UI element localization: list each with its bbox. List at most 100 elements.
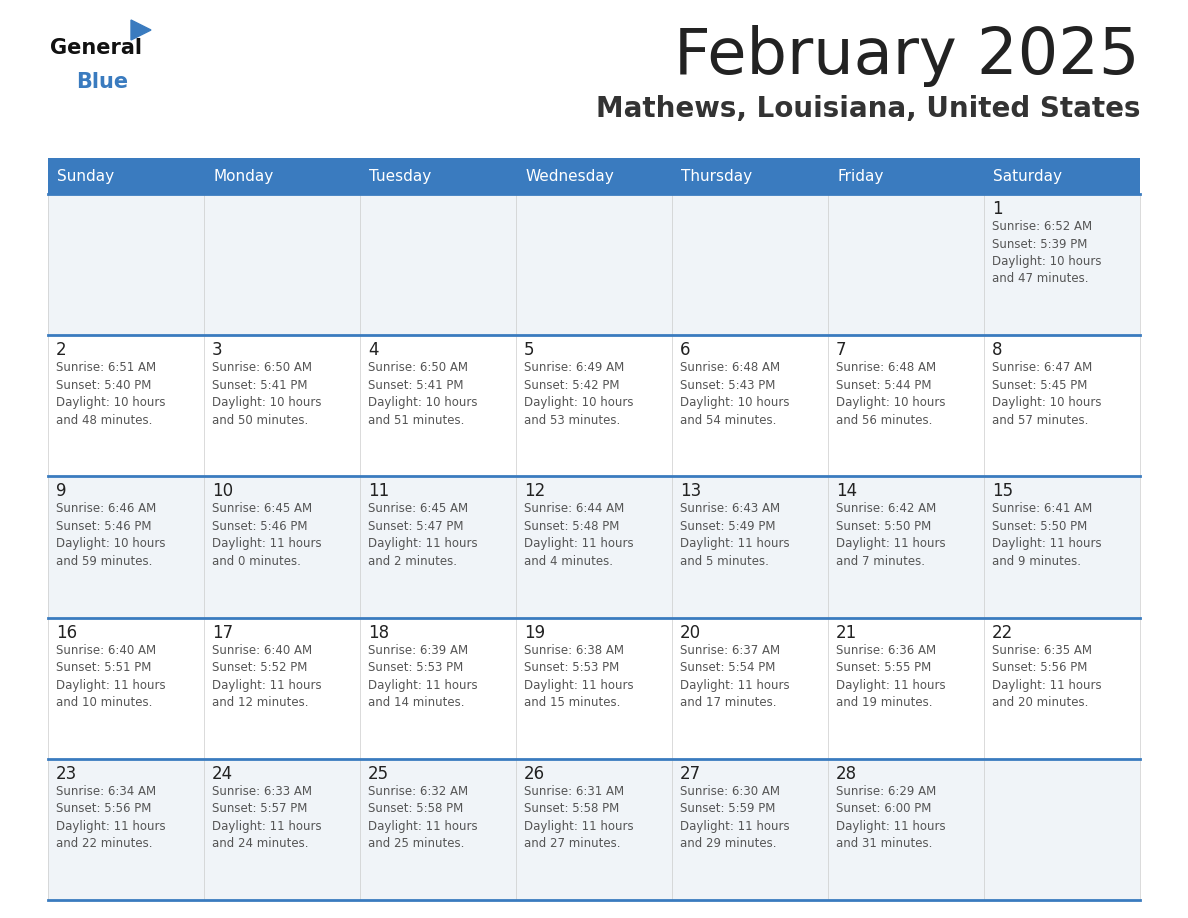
Text: 10: 10 [211, 482, 233, 500]
Text: 14: 14 [836, 482, 857, 500]
Bar [48, 618, 204, 759]
Text: 5: 5 [524, 341, 535, 359]
Bar [828, 158, 984, 194]
Text: 21: 21 [836, 623, 857, 642]
Text: Sunrise: 6:34 AM
Sunset: 5:56 PM
Daylight: 11 hours
and 22 minutes.: Sunrise: 6:34 AM Sunset: 5:56 PM Dayligh… [56, 785, 165, 850]
Text: 2: 2 [56, 341, 67, 359]
Text: 23: 23 [56, 765, 77, 783]
Bar [516, 759, 672, 900]
Bar [984, 335, 1140, 476]
Text: 6: 6 [680, 341, 690, 359]
Text: Sunrise: 6:29 AM
Sunset: 6:00 PM
Daylight: 11 hours
and 31 minutes.: Sunrise: 6:29 AM Sunset: 6:00 PM Dayligh… [836, 785, 946, 850]
Polygon shape [131, 20, 151, 40]
Text: Sunrise: 6:40 AM
Sunset: 5:52 PM
Daylight: 11 hours
and 12 minutes.: Sunrise: 6:40 AM Sunset: 5:52 PM Dayligh… [211, 644, 322, 709]
Text: 1: 1 [992, 200, 1003, 218]
Text: Sunrise: 6:40 AM
Sunset: 5:51 PM
Daylight: 11 hours
and 10 minutes.: Sunrise: 6:40 AM Sunset: 5:51 PM Dayligh… [56, 644, 165, 709]
Bar [48, 158, 204, 194]
Bar [672, 476, 828, 618]
Text: 19: 19 [524, 623, 545, 642]
Text: Sunrise: 6:41 AM
Sunset: 5:50 PM
Daylight: 11 hours
and 9 minutes.: Sunrise: 6:41 AM Sunset: 5:50 PM Dayligh… [992, 502, 1101, 568]
Text: Sunday: Sunday [57, 169, 114, 184]
Text: 8: 8 [992, 341, 1003, 359]
Text: Sunrise: 6:43 AM
Sunset: 5:49 PM
Daylight: 11 hours
and 5 minutes.: Sunrise: 6:43 AM Sunset: 5:49 PM Dayligh… [680, 502, 789, 568]
Text: 28: 28 [836, 765, 857, 783]
Text: Thursday: Thursday [682, 169, 752, 184]
Bar [360, 194, 516, 335]
Text: 17: 17 [211, 623, 233, 642]
Text: 11: 11 [368, 482, 388, 500]
Bar [516, 618, 672, 759]
Bar [516, 158, 672, 194]
Bar [828, 759, 984, 900]
Text: 7: 7 [836, 341, 846, 359]
Bar [672, 618, 828, 759]
Bar [984, 158, 1140, 194]
Bar [984, 618, 1140, 759]
Text: 9: 9 [56, 482, 67, 500]
Bar [984, 759, 1140, 900]
Bar [204, 476, 360, 618]
Bar [984, 194, 1140, 335]
Text: 16: 16 [56, 623, 77, 642]
Text: Sunrise: 6:39 AM
Sunset: 5:53 PM
Daylight: 11 hours
and 14 minutes.: Sunrise: 6:39 AM Sunset: 5:53 PM Dayligh… [368, 644, 478, 709]
Bar [828, 194, 984, 335]
Text: 13: 13 [680, 482, 701, 500]
Text: 3: 3 [211, 341, 222, 359]
Text: Sunrise: 6:49 AM
Sunset: 5:42 PM
Daylight: 10 hours
and 53 minutes.: Sunrise: 6:49 AM Sunset: 5:42 PM Dayligh… [524, 361, 633, 427]
Bar [828, 476, 984, 618]
Text: Sunrise: 6:46 AM
Sunset: 5:46 PM
Daylight: 10 hours
and 59 minutes.: Sunrise: 6:46 AM Sunset: 5:46 PM Dayligh… [56, 502, 165, 568]
Text: 25: 25 [368, 765, 388, 783]
Bar [516, 476, 672, 618]
Bar [360, 476, 516, 618]
Text: Sunrise: 6:38 AM
Sunset: 5:53 PM
Daylight: 11 hours
and 15 minutes.: Sunrise: 6:38 AM Sunset: 5:53 PM Dayligh… [524, 644, 633, 709]
Bar [204, 194, 360, 335]
Text: Sunrise: 6:47 AM
Sunset: 5:45 PM
Daylight: 10 hours
and 57 minutes.: Sunrise: 6:47 AM Sunset: 5:45 PM Dayligh… [992, 361, 1101, 427]
Bar [204, 759, 360, 900]
Text: Sunrise: 6:50 AM
Sunset: 5:41 PM
Daylight: 10 hours
and 50 minutes.: Sunrise: 6:50 AM Sunset: 5:41 PM Dayligh… [211, 361, 321, 427]
Text: 12: 12 [524, 482, 545, 500]
Text: Sunrise: 6:44 AM
Sunset: 5:48 PM
Daylight: 11 hours
and 4 minutes.: Sunrise: 6:44 AM Sunset: 5:48 PM Dayligh… [524, 502, 633, 568]
Bar [984, 476, 1140, 618]
Text: Sunrise: 6:35 AM
Sunset: 5:56 PM
Daylight: 11 hours
and 20 minutes.: Sunrise: 6:35 AM Sunset: 5:56 PM Dayligh… [992, 644, 1101, 709]
Text: Sunrise: 6:42 AM
Sunset: 5:50 PM
Daylight: 11 hours
and 7 minutes.: Sunrise: 6:42 AM Sunset: 5:50 PM Dayligh… [836, 502, 946, 568]
Bar [360, 158, 516, 194]
Text: 22: 22 [992, 623, 1013, 642]
Text: Sunrise: 6:31 AM
Sunset: 5:58 PM
Daylight: 11 hours
and 27 minutes.: Sunrise: 6:31 AM Sunset: 5:58 PM Dayligh… [524, 785, 633, 850]
Text: Tuesday: Tuesday [369, 169, 431, 184]
Text: Sunrise: 6:48 AM
Sunset: 5:44 PM
Daylight: 10 hours
and 56 minutes.: Sunrise: 6:48 AM Sunset: 5:44 PM Dayligh… [836, 361, 946, 427]
Text: Mathews, Louisiana, United States: Mathews, Louisiana, United States [595, 95, 1140, 123]
Text: Sunrise: 6:48 AM
Sunset: 5:43 PM
Daylight: 10 hours
and 54 minutes.: Sunrise: 6:48 AM Sunset: 5:43 PM Dayligh… [680, 361, 789, 427]
Text: Sunrise: 6:52 AM
Sunset: 5:39 PM
Daylight: 10 hours
and 47 minutes.: Sunrise: 6:52 AM Sunset: 5:39 PM Dayligh… [992, 220, 1101, 285]
Bar [48, 335, 204, 476]
Text: February 2025: February 2025 [675, 25, 1140, 87]
Bar [204, 618, 360, 759]
Bar [516, 335, 672, 476]
Text: 18: 18 [368, 623, 388, 642]
Bar [360, 759, 516, 900]
Text: Sunrise: 6:45 AM
Sunset: 5:46 PM
Daylight: 11 hours
and 0 minutes.: Sunrise: 6:45 AM Sunset: 5:46 PM Dayligh… [211, 502, 322, 568]
Text: Wednesday: Wednesday [525, 169, 614, 184]
Bar [516, 194, 672, 335]
Bar [672, 194, 828, 335]
Text: Saturday: Saturday [993, 169, 1062, 184]
Text: 24: 24 [211, 765, 233, 783]
Bar [672, 158, 828, 194]
Text: Sunrise: 6:33 AM
Sunset: 5:57 PM
Daylight: 11 hours
and 24 minutes.: Sunrise: 6:33 AM Sunset: 5:57 PM Dayligh… [211, 785, 322, 850]
Text: 15: 15 [992, 482, 1013, 500]
Text: Sunrise: 6:45 AM
Sunset: 5:47 PM
Daylight: 11 hours
and 2 minutes.: Sunrise: 6:45 AM Sunset: 5:47 PM Dayligh… [368, 502, 478, 568]
Bar [672, 335, 828, 476]
Text: Monday: Monday [214, 169, 273, 184]
Text: 4: 4 [368, 341, 378, 359]
Text: Sunrise: 6:51 AM
Sunset: 5:40 PM
Daylight: 10 hours
and 48 minutes.: Sunrise: 6:51 AM Sunset: 5:40 PM Dayligh… [56, 361, 165, 427]
Bar [48, 476, 204, 618]
Text: 26: 26 [524, 765, 545, 783]
Bar [204, 335, 360, 476]
Bar [360, 618, 516, 759]
Text: Blue: Blue [76, 72, 128, 92]
Bar [828, 618, 984, 759]
Text: General: General [50, 38, 143, 58]
Text: Sunrise: 6:30 AM
Sunset: 5:59 PM
Daylight: 11 hours
and 29 minutes.: Sunrise: 6:30 AM Sunset: 5:59 PM Dayligh… [680, 785, 789, 850]
Text: Sunrise: 6:32 AM
Sunset: 5:58 PM
Daylight: 11 hours
and 25 minutes.: Sunrise: 6:32 AM Sunset: 5:58 PM Dayligh… [368, 785, 478, 850]
Text: Sunrise: 6:50 AM
Sunset: 5:41 PM
Daylight: 10 hours
and 51 minutes.: Sunrise: 6:50 AM Sunset: 5:41 PM Dayligh… [368, 361, 478, 427]
Bar [48, 759, 204, 900]
